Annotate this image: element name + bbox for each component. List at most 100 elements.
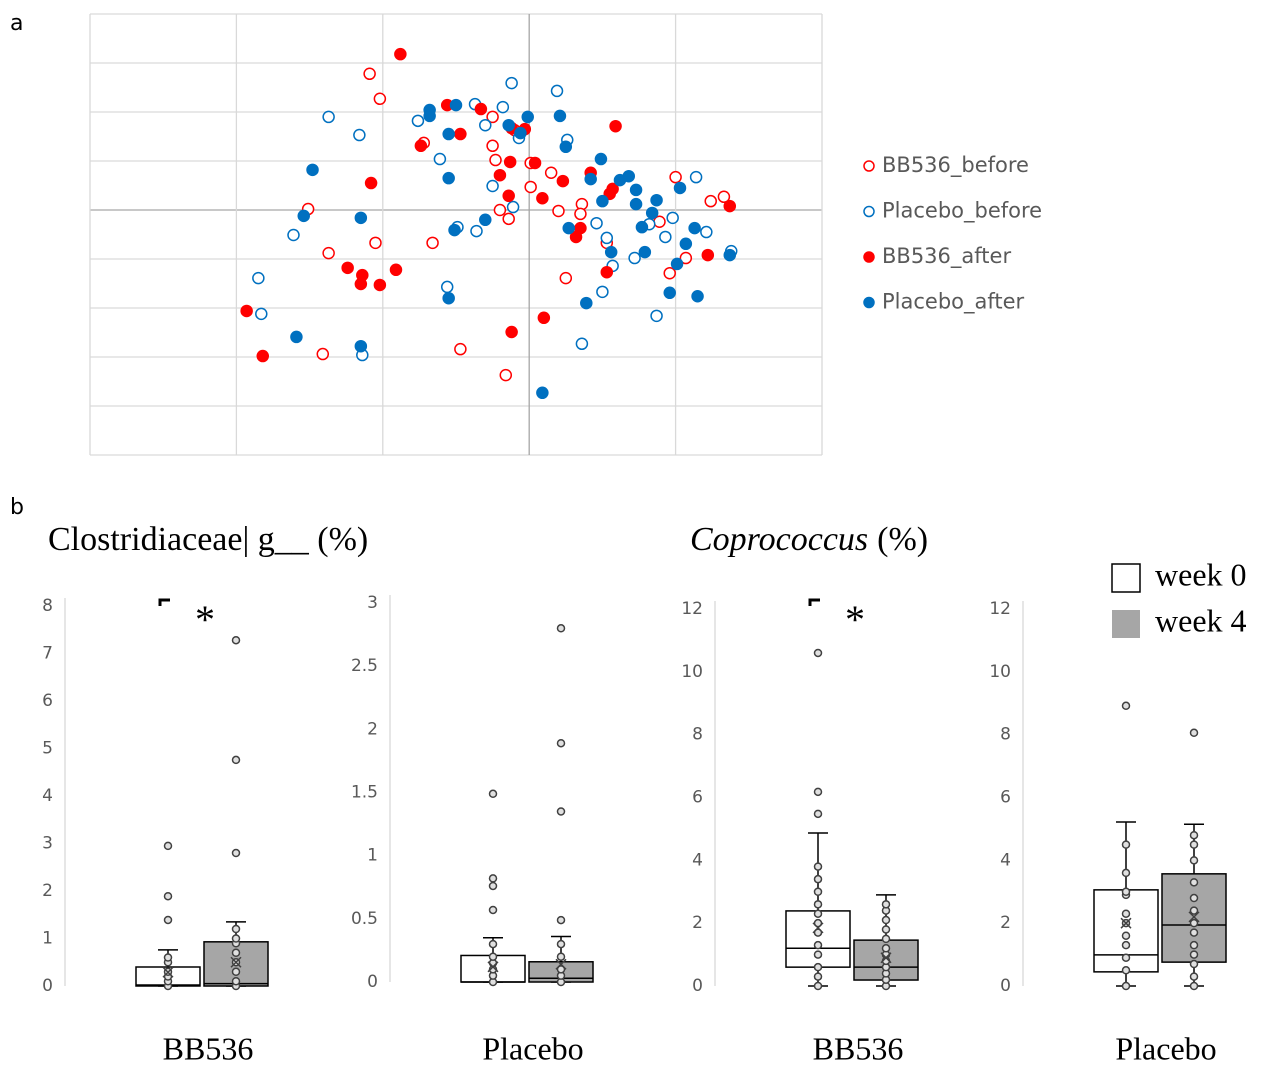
scatter-point [600, 231, 614, 245]
data-point [813, 981, 823, 991]
x-group-label: BB536 [813, 1030, 904, 1066]
scatter-point [594, 152, 608, 166]
data-point [813, 909, 823, 918]
scatter-point [600, 265, 614, 279]
scatter-point [635, 220, 649, 234]
scatter-point [666, 211, 679, 225]
scatter-point [514, 126, 527, 140]
y-tick-label: 3 [367, 593, 378, 613]
data-point [556, 738, 566, 748]
y-tick-label: 0.5 [351, 909, 378, 929]
y-tick-label: 10 [681, 662, 703, 682]
y-tick-label: 12 [681, 599, 703, 619]
legend-marker [863, 205, 875, 218]
y-tick-label: 6 [42, 691, 53, 711]
legend-swatch [1112, 610, 1140, 638]
data-point [1189, 906, 1199, 915]
scatter-point [414, 139, 428, 153]
mean-marker [555, 958, 567, 970]
data-point [488, 789, 498, 799]
data-point [163, 891, 173, 901]
scatter-point [364, 176, 378, 190]
y-tick-label: 3 [42, 834, 53, 854]
scatter-point [316, 347, 330, 361]
scatter-point [544, 166, 558, 180]
scatter-point [596, 285, 609, 299]
data-point [881, 934, 891, 944]
scatter-point [524, 180, 537, 194]
significance-label: * [195, 597, 215, 642]
data-point [813, 928, 823, 937]
scatter-point [596, 194, 609, 208]
scatter-point [650, 309, 663, 323]
scatter-point [389, 263, 403, 277]
data-point [881, 900, 891, 909]
scatter-point [442, 127, 455, 141]
mean-marker [812, 922, 824, 934]
scatter-point [556, 174, 570, 188]
y-tick-label: 2 [692, 913, 703, 933]
scatter-point [297, 209, 310, 223]
y-tick-label: 8 [1000, 725, 1011, 745]
scatter-point [537, 311, 551, 325]
scatter-point [688, 221, 701, 235]
y-tick-label: 4 [42, 786, 53, 806]
scatter-point [474, 102, 488, 116]
scatter-point [486, 110, 499, 124]
data-point [1121, 966, 1131, 975]
y-tick-label: 7 [42, 644, 53, 664]
data-point [556, 624, 566, 633]
data-point [163, 915, 173, 925]
scatter-point [470, 224, 483, 238]
data-point [813, 940, 823, 950]
y-tick-label: 2.5 [351, 656, 378, 676]
scatter-point [486, 179, 499, 193]
y-tick-label: 6 [1000, 788, 1011, 808]
data-point [556, 939, 566, 949]
scatter-point [663, 286, 676, 300]
data-point [488, 952, 498, 961]
mean-marker [1120, 917, 1132, 929]
scatter-point [454, 342, 467, 356]
data-point [1121, 953, 1131, 962]
data-point [1189, 856, 1199, 865]
y-tick-label: 1.5 [351, 783, 378, 803]
scatter-point [604, 245, 618, 259]
scatter-point [569, 230, 583, 244]
data-point [1189, 893, 1199, 903]
scatter-point [322, 246, 335, 260]
title-italic: Coprococcus [690, 521, 868, 558]
scatter-point [489, 153, 502, 167]
data-point [813, 918, 823, 928]
y-tick-label: 12 [989, 599, 1011, 619]
scatter-point [628, 251, 641, 265]
data-point [1121, 701, 1131, 711]
legend-swatch [1111, 563, 1141, 593]
scatter-point [629, 183, 643, 197]
data-point [1121, 940, 1131, 950]
data-point [1121, 931, 1131, 940]
scatter-point [704, 194, 717, 208]
scatter-point [354, 339, 368, 353]
data-point [1121, 840, 1131, 849]
data-point [1189, 940, 1199, 950]
y-tick-label: 4 [1000, 850, 1011, 870]
legend-marker [863, 160, 875, 172]
y-tick-label: 5 [42, 739, 53, 759]
scatter-point [700, 225, 713, 239]
scatter-point [606, 182, 619, 196]
scatter-point [440, 280, 454, 294]
y-tick-label: 6 [692, 788, 703, 808]
scatter-point [536, 386, 549, 400]
x-group-label: Placebo [1115, 1030, 1216, 1066]
scatter-point [521, 110, 534, 124]
scatter-point [669, 170, 682, 184]
scatter-point [411, 114, 425, 128]
scatter-point [306, 163, 319, 177]
data-point [813, 900, 823, 909]
scatter-point [553, 109, 567, 123]
scatter-point [689, 170, 703, 184]
scatter-point [659, 230, 672, 244]
scatter-point [353, 128, 366, 142]
